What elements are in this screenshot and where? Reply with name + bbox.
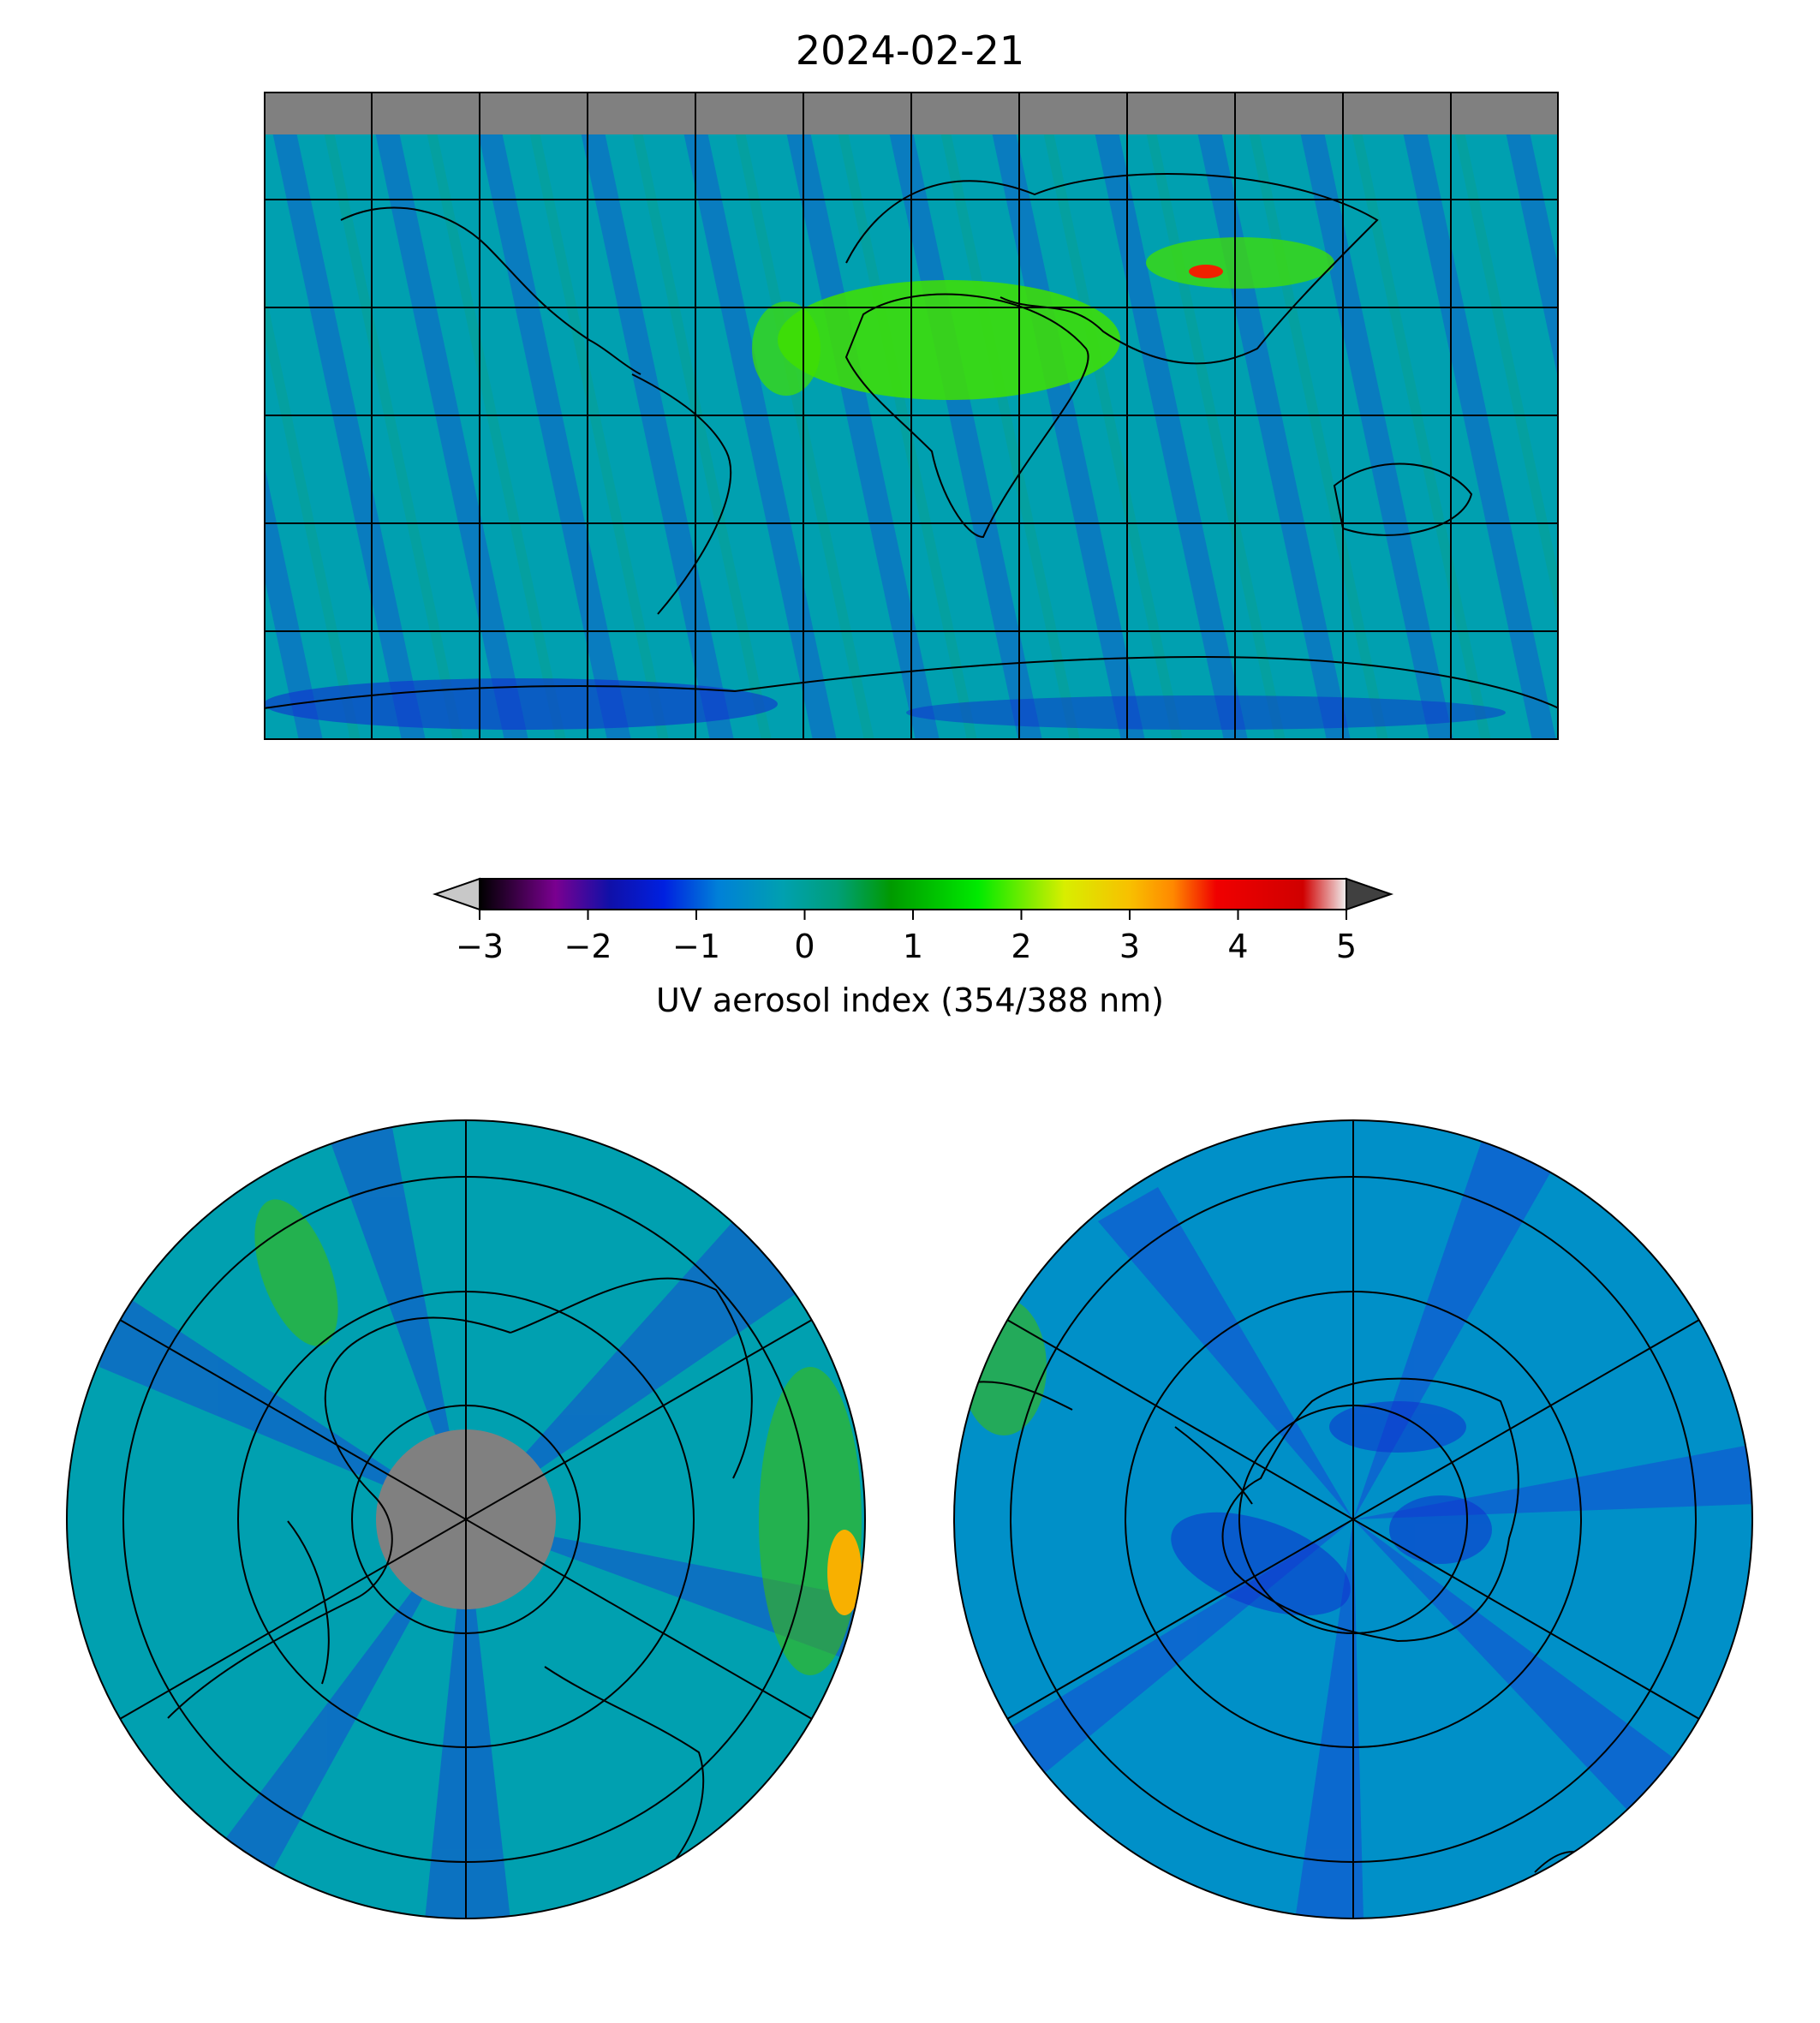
colorbar-tick-label: 5 [1336, 928, 1357, 965]
colorbar-tick-label: 4 [1227, 928, 1248, 965]
north-polar-hotspot [827, 1530, 862, 1615]
colorbar-over-arrow [1346, 877, 1394, 911]
colorbar-tick-label: 2 [1011, 928, 1031, 965]
colorbar-tick-label: −2 [564, 928, 612, 965]
colorbar-tick-label: 0 [794, 928, 815, 965]
central-asia-plume [1146, 237, 1334, 289]
south-polar-map [953, 1119, 1753, 1919]
figure-title: 2024-02-21 [795, 27, 1025, 74]
south-polar-green-patch [961, 1298, 1047, 1435]
colorbar-tick-label: 3 [1119, 928, 1140, 965]
south-polar-graticule [1006, 1120, 1700, 1919]
sahara-dust-plume [778, 280, 1120, 400]
colorbar-ticks: −3 −2 −1 0 1 2 3 4 5 [456, 910, 1357, 965]
world-map [264, 92, 1559, 740]
north-polar-streaks [99, 1120, 865, 1919]
colorbar-tick-label: 1 [903, 928, 923, 965]
colorbar: −3 −2 −1 0 1 2 3 4 5 [432, 877, 1394, 965]
world-gridlines [264, 92, 1559, 740]
colorbar-gradient [479, 878, 1347, 910]
south-polar-frame [953, 1119, 1753, 1919]
colorbar-under-arrow [432, 877, 480, 911]
atlantic-dust-plume [752, 301, 820, 396]
colorbar-tick-label: −3 [456, 928, 504, 965]
colorbar-label: UV aerosol index (354/388 nm) [655, 982, 1164, 1019]
north-polar-coastlines [167, 1277, 753, 1899]
antarctic-low-band [264, 678, 778, 730]
north-polar-frame [66, 1119, 866, 1919]
antarctica-blue-region [1171, 1401, 1492, 1616]
asia-hotspot [1189, 265, 1223, 278]
antarctic-low-band-east [906, 695, 1506, 730]
world-map-frame [264, 92, 1559, 740]
colorbar-tick-label: −1 [672, 928, 720, 965]
north-polar-map [66, 1119, 866, 1919]
north-polar-graticule [119, 1120, 813, 1919]
